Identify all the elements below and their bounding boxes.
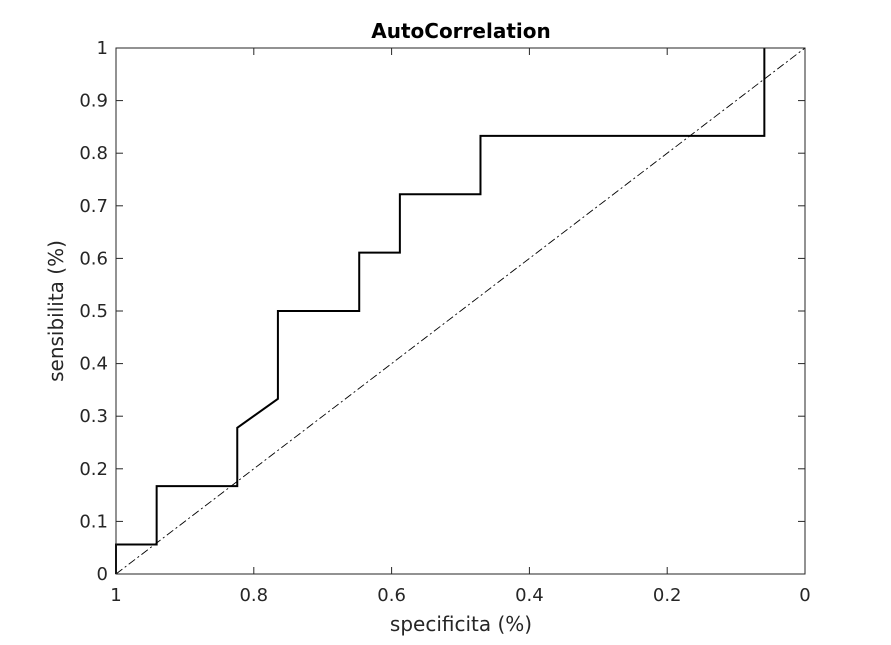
x-tick-label: 0: [799, 585, 810, 606]
y-tick-label: 1: [97, 38, 108, 59]
chart-title: AutoCorrelation: [371, 19, 550, 43]
y-tick-label: 0.9: [79, 91, 108, 112]
y-axis: 0 0.1 0.2 0.3 0.4 0.5 0.6 0.7 0.8 0.9 1: [79, 38, 805, 585]
roc-curve: [115, 48, 766, 574]
y-tick-label: 0.1: [79, 511, 108, 532]
y-tick-label: 0.5: [79, 301, 108, 322]
y-tick-label: 0.7: [79, 196, 108, 217]
x-tick-label: 0.6: [377, 585, 406, 606]
y-tick-label: 0.6: [79, 248, 108, 269]
y-tick-label: 0: [97, 564, 108, 585]
x-tick-label: 0.4: [515, 585, 544, 606]
x-tick-label: 0.8: [239, 585, 268, 606]
series-layer: [115, 47, 806, 575]
y-tick-label: 0.8: [79, 143, 108, 164]
x-tick-label: 0.2: [653, 585, 682, 606]
y-tick-label: 0.2: [79, 459, 108, 480]
x-axis-label: specificita (%): [390, 612, 532, 636]
x-tick-label: 1: [110, 585, 121, 606]
reference-diagonal: [115, 47, 806, 575]
y-tick-label: 0.3: [79, 406, 108, 427]
y-tick-label: 0.4: [79, 354, 108, 375]
y-axis-label: sensibilita (%): [44, 240, 68, 382]
x-axis: 0 0.2 0.4 0.6 0.8 1: [110, 48, 811, 606]
